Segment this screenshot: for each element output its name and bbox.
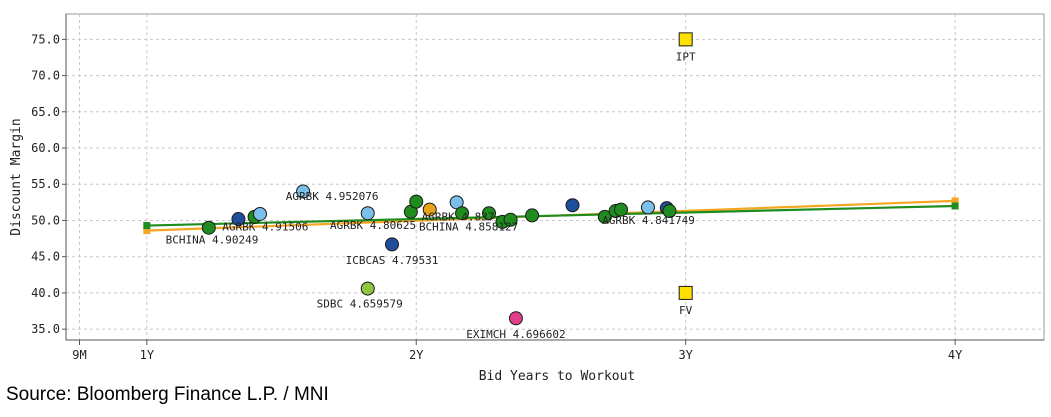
- y-tick-label: 70.0: [31, 69, 60, 83]
- gridlines: [66, 14, 1044, 340]
- data-point[interactable]: [252, 206, 267, 221]
- x-tick-label: 4Y: [948, 348, 963, 362]
- data-point[interactable]: [662, 204, 677, 219]
- square-point-label: FV: [679, 304, 693, 317]
- y-tick-label: 40.0: [31, 286, 60, 300]
- point-label: AGRBK 4.952076: [286, 190, 379, 203]
- data-point[interactable]: [565, 198, 580, 213]
- x-axis-title: Bid Years to Workout: [479, 369, 636, 384]
- point-label: BCHINA 4.858127: [419, 221, 518, 234]
- trend-lines: [143, 197, 959, 235]
- y-axis-title: Discount Margin: [9, 118, 24, 235]
- data-point[interactable]: [508, 311, 523, 326]
- x-tick-label: 9M: [72, 348, 86, 362]
- orange-trend-endpoint: [951, 197, 959, 205]
- x-tick-label: 2Y: [409, 348, 424, 362]
- source-note: Source: Bloomberg Finance L.P. / MNI: [6, 384, 329, 405]
- square-point-ipt[interactable]: [678, 32, 693, 47]
- point-label: AGRBK 4.841749: [602, 214, 695, 227]
- x-tick-label: 1Y: [140, 348, 155, 362]
- point-label: ICBCAS 4.79531: [346, 254, 439, 267]
- square-point-fv[interactable]: [678, 285, 693, 300]
- data-point[interactable]: [385, 237, 399, 252]
- square-point-label: IPT: [676, 50, 696, 63]
- orange-trend-endpoint: [143, 227, 151, 235]
- point-label: AGRBK 4.91506: [222, 221, 308, 234]
- data-point[interactable]: [422, 202, 437, 217]
- data-point[interactable]: [597, 209, 612, 224]
- chart-area: 35.0 40.0 45.0 50.0 55.0 60.0 65.0 70.0 75.0 9M 1Y…: [9, 13, 1045, 384]
- point-label: SDBC 4.659579: [317, 297, 403, 310]
- green-trend-endpoint: [143, 222, 151, 230]
- data-point[interactable]: [360, 206, 375, 221]
- data-point[interactable]: [640, 200, 655, 215]
- plot-background: [65, 13, 1045, 341]
- point-label: AGRBK 4.837: [422, 210, 495, 223]
- data-points: [201, 32, 693, 326]
- x-tick-label: 3Y: [678, 348, 693, 362]
- y-tick-label: 60.0: [31, 141, 60, 155]
- axes: 35.0 40.0 45.0 50.0 55.0 60.0 65.0 70.0 75.0 9M 1Y…: [31, 14, 1044, 362]
- data-point[interactable]: [296, 184, 311, 199]
- y-tick-label: 75.0: [31, 32, 60, 46]
- data-point[interactable]: [231, 212, 246, 227]
- green-trend-endpoint: [951, 202, 959, 210]
- scatter-chart: 35.0 40.0 45.0 50.0 55.0 60.0 65.0 70.0 75.0 9M 1Y…: [9, 13, 1045, 384]
- data-point[interactable]: [503, 212, 518, 227]
- data-point[interactable]: [525, 208, 540, 223]
- point-label: EXIMCH 4.696602: [466, 328, 565, 341]
- data-point[interactable]: [409, 194, 424, 209]
- data-point[interactable]: [360, 281, 375, 296]
- data-point[interactable]: [201, 220, 216, 235]
- y-tick-label: 55.0: [31, 177, 60, 191]
- data-point[interactable]: [614, 202, 629, 217]
- y-tick-label: 65.0: [31, 105, 60, 119]
- green-trend-line: [146, 204, 956, 227]
- data-point[interactable]: [455, 206, 470, 221]
- y-tick-label: 45.0: [31, 250, 60, 264]
- y-tick-label: 50.0: [31, 213, 60, 227]
- point-label: AGRBK 4.80625: [330, 219, 416, 232]
- data-point[interactable]: [481, 206, 496, 221]
- point-label: BCHINA 4.90249: [166, 234, 259, 247]
- y-tick-label: 35.0: [31, 322, 60, 336]
